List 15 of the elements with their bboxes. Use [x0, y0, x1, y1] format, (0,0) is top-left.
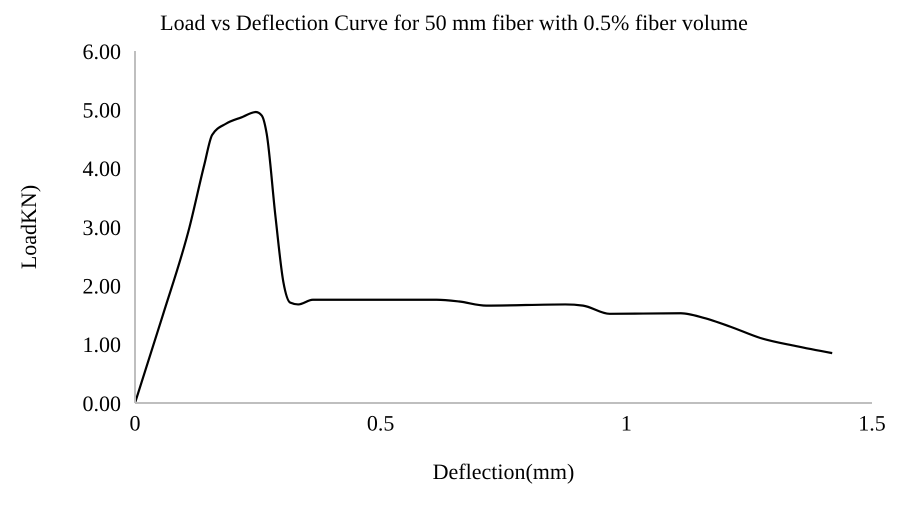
y-tick-label: 2.00: [82, 273, 121, 298]
y-tick-label: 5.00: [82, 97, 121, 122]
chart-title: Load vs Deflection Curve for 50 mm fiber with 0.5% fiber volume: [159, 9, 749, 37]
y-tick-label: 1.00: [82, 332, 121, 358]
y-tick-label: 6.00: [82, 38, 121, 64]
y-tick-label: 3.00: [82, 214, 121, 240]
x-tick-label: 1: [620, 410, 632, 436]
x-tick-label: 0: [130, 410, 140, 436]
y-tick-label: 4.00: [82, 156, 121, 182]
x-tick-label: 0.5: [366, 410, 394, 436]
y-tick-label: 0.00: [82, 390, 121, 416]
y-axis-title: LoadKN): [16, 184, 41, 270]
line-series: [135, 110, 834, 403]
x-axis-title: Deflection(mm): [432, 459, 574, 484]
x-tick-label: 1.5: [858, 410, 886, 436]
